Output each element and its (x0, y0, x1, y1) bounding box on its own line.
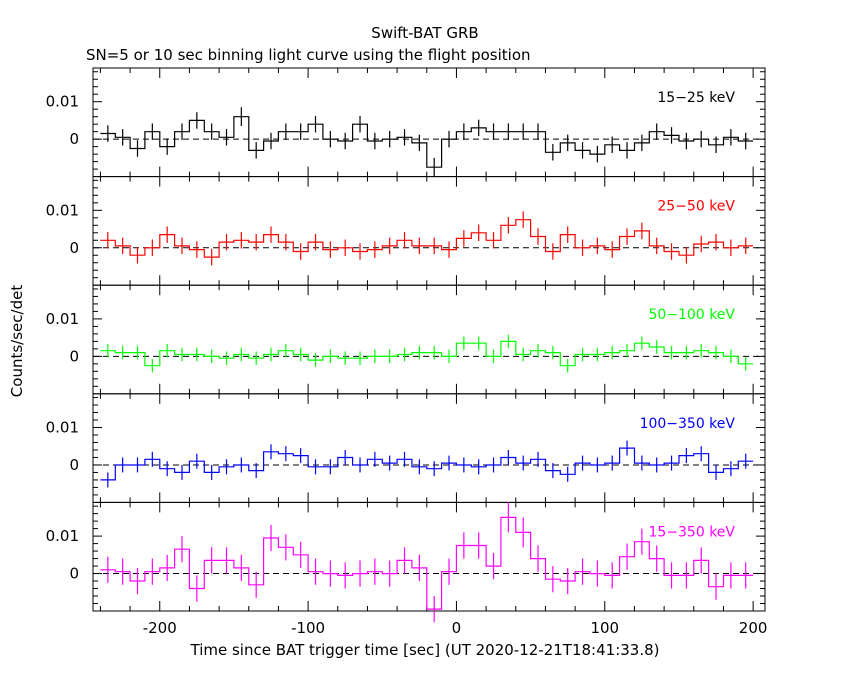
y-tick-label: 0.01 (46, 310, 79, 328)
panel-energy-label: 50−100 keV (648, 307, 735, 323)
x-tick-label: -100 (291, 619, 325, 637)
panel-frame (92, 501, 766, 612)
panel-2: 0.01 0 25−50 keV (46, 176, 766, 286)
panel-frame (92, 284, 766, 395)
x-tick-label: 0 (452, 619, 462, 637)
series-step-line (100, 447, 754, 481)
panels-group: 0.01 0 15−25 keV 0.01 0 25−50 keV 0.01 0 50−100 … (46, 67, 768, 637)
x-tick-label: 100 (590, 619, 619, 637)
chart-title: Swift-BAT GRB (371, 24, 478, 42)
x-axis-label: Time since BAT trigger time [sec] (UT 20… (190, 641, 660, 659)
y-tick-label: 0 (69, 347, 79, 365)
panel-3: 0.01 0 50−100 keV (46, 284, 766, 395)
panel-frame (92, 176, 766, 286)
series-step-line (100, 116, 754, 168)
y-tick-label: 0.01 (46, 419, 79, 437)
panel-energy-label: 15−350 keV (648, 524, 735, 540)
x-tick-label: -200 (143, 619, 177, 637)
series-step-line (100, 219, 754, 258)
panel-5: 0.01 0 15−350 keV -200 -100 0 100 200 (46, 501, 768, 637)
y-axis-label: Counts/sec/det (8, 285, 26, 398)
panel-energy-label: 100−350 keV (640, 416, 736, 432)
panel-frame (92, 393, 766, 503)
panel-4: 0.01 0 100−350 keV (46, 393, 766, 503)
y-tick-label: 0 (69, 239, 79, 257)
panel-energy-label: 15−25 keV (657, 90, 735, 106)
chart-subtitle: SN=5 or 10 sec binning light curve using… (86, 46, 531, 64)
series-step-line (100, 340, 754, 367)
y-tick-label: 0 (69, 130, 79, 148)
panel-1: 0.01 0 15−25 keV (46, 67, 766, 178)
y-tick-label: 0.01 (46, 201, 79, 219)
y-tick-label: 0.01 (46, 527, 79, 545)
y-tick-label: 0 (69, 456, 79, 474)
panel-energy-label: 25−50 keV (657, 199, 735, 215)
y-tick-label: 0 (69, 565, 79, 583)
panel-frame (92, 67, 766, 178)
x-tick-label: 200 (739, 619, 768, 637)
y-tick-label: 0.01 (46, 93, 79, 111)
